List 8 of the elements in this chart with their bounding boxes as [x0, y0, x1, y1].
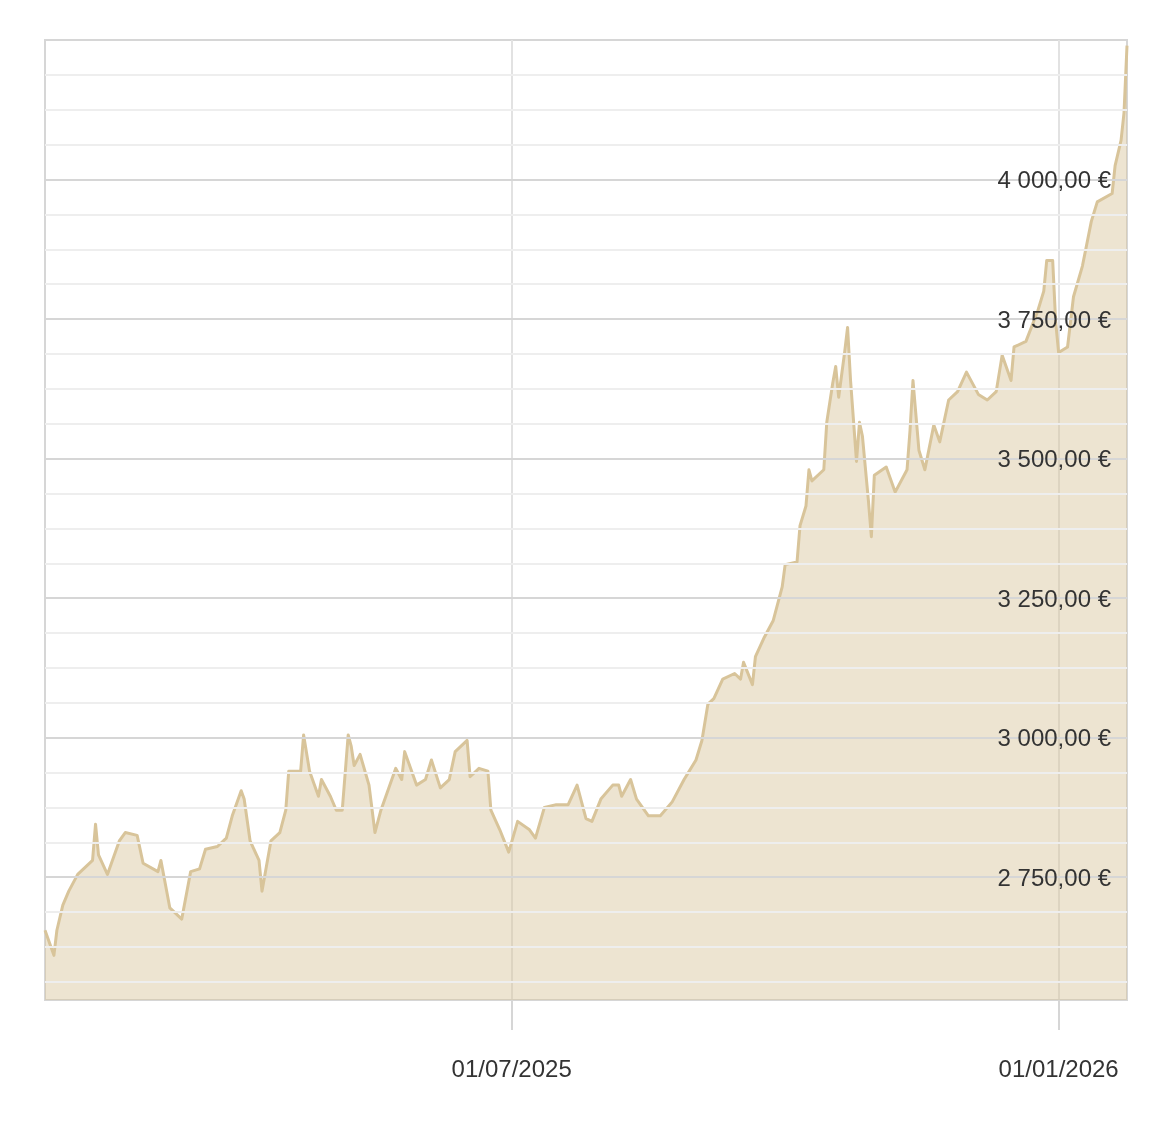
y-tick-label: 4 000,00 € [997, 166, 1112, 194]
y-tick-label: 2 750,00 € [997, 863, 1112, 891]
x-tick-label: 01/01/2026 [998, 1054, 1119, 1082]
y-tick-label: 3 750,00 € [997, 305, 1112, 333]
y-tick-label: 3 250,00 € [997, 584, 1112, 612]
x-tick-label: 01/07/2025 [451, 1054, 572, 1082]
y-tick-label: 3 000,00 € [997, 724, 1112, 752]
y-tick-label: 3 500,00 € [997, 445, 1112, 473]
